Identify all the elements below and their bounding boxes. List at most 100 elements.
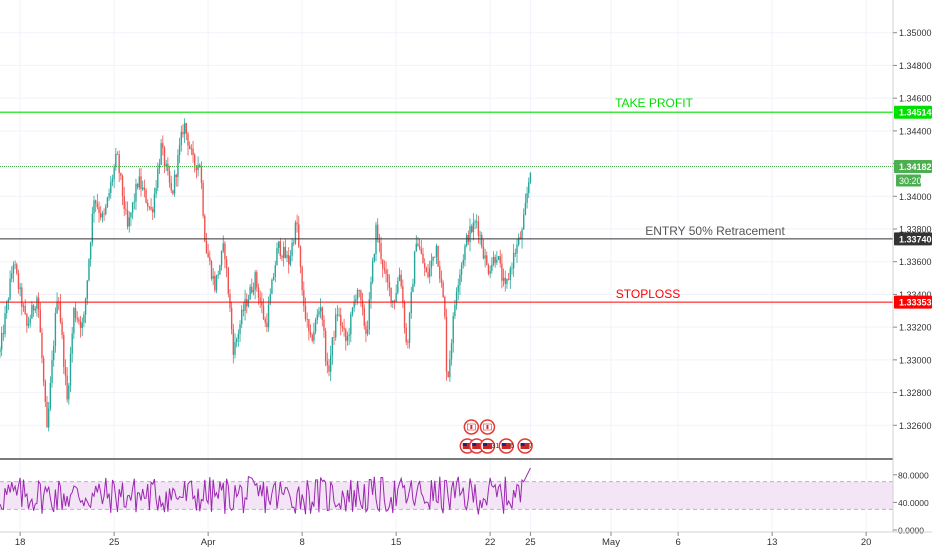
candle-body [363,307,365,326]
candle-body [459,274,461,286]
candle-body [259,297,261,302]
candle-body [105,206,107,215]
candle-body [141,187,144,190]
candle-body [361,300,364,308]
candle-body [517,237,520,245]
candle-body [51,360,53,383]
price-tick-label: 1.32600 [899,421,932,431]
candle-body [22,306,25,307]
candle-body [197,164,199,171]
candle-body [244,299,246,311]
candle-body [340,314,342,326]
candle-body [239,324,241,334]
candle-body [494,257,496,263]
candle-body [368,299,370,330]
candle-body [121,175,124,197]
candle-body [491,264,493,271]
candle-body [395,292,397,302]
flag-stripes [501,443,511,449]
candle-body [39,309,41,333]
candle-body [502,277,505,281]
us-flag-icon[interactable]: 7 [517,438,533,454]
candle-body [316,314,318,320]
candle-body [293,242,295,244]
candle-body [470,226,473,233]
price-tick-label: 1.32800 [899,388,932,398]
candle-body [462,259,464,265]
candle-body [314,319,317,332]
candle-body [264,319,266,323]
candle-body [353,301,355,308]
rsi-axis[interactable]: 80.0000 40.0000 0.0000 [893,470,929,536]
candle-body [0,333,3,350]
candle-body [227,267,229,294]
candle-body [390,287,392,303]
candle-body [328,365,330,372]
candle-body [123,196,125,210]
canada-flag-icon[interactable] [463,419,480,435]
candle-body [204,215,206,242]
candle-body [269,294,271,305]
candle-body [247,299,250,307]
pane-separator[interactable] [0,458,893,460]
maple-leaf [470,425,473,429]
candle-body [220,251,223,266]
candle-body [526,193,528,203]
candle-body [17,273,20,289]
flag-canton [472,443,477,446]
candle-body [514,253,517,254]
canada-flag-icon[interactable] [479,419,496,435]
candle-body [356,290,359,300]
candle-body [19,287,21,289]
candle-body [237,333,240,339]
candle-body [152,209,154,213]
candle-body [103,213,105,215]
candle-body [345,329,347,341]
price-levels[interactable]: TAKE PROFIT ENTRY 50% Retracement STOPLOSS [0,96,893,303]
time-tick-label: May [602,537,620,548]
us-flag-icon[interactable]: 6 [498,438,514,454]
candle-body [94,200,97,204]
flag-stripes [482,443,492,449]
candle-body [36,297,38,309]
candle-body [96,203,99,208]
candle-body [12,264,15,274]
candle-body [481,234,483,247]
candle-body [168,170,171,183]
stoploss-price-tag: 1.33353 [899,298,932,308]
candle-body [150,206,152,210]
candle-body [229,293,231,308]
candle-body [178,144,181,156]
candle-body [173,174,176,194]
candle-body [185,123,188,134]
event-count: 7 [529,443,533,450]
candle-body [282,247,285,258]
candle-body [138,176,141,188]
candle-body [190,148,193,150]
candle-body [489,270,491,274]
candle-body [365,325,367,334]
candle-body [484,255,486,259]
price-tick-label: 1.33600 [899,257,932,267]
candle-body [61,321,63,335]
candle-body [27,323,30,326]
economic-events[interactable]: 553167 [459,419,533,454]
candle-body [175,174,177,178]
candle-body [435,245,438,257]
candle-body [111,178,114,182]
time-tick-label: 15 [391,537,402,548]
time-axis[interactable]: 18 25 Apr 8 15 22 25 May 6 13 20 [15,532,872,548]
candle-body [299,246,302,267]
candle-body [276,247,278,266]
candle-body [358,290,360,291]
candle-body [512,253,515,269]
candle-body [286,255,288,258]
candle-body [153,193,156,213]
candle-body [54,313,57,347]
maple-leaf [486,425,489,429]
candle-body [350,314,352,335]
candle-body [9,278,11,300]
candle-body [215,274,218,291]
us-flag-icon[interactable]: 31 [479,438,499,454]
